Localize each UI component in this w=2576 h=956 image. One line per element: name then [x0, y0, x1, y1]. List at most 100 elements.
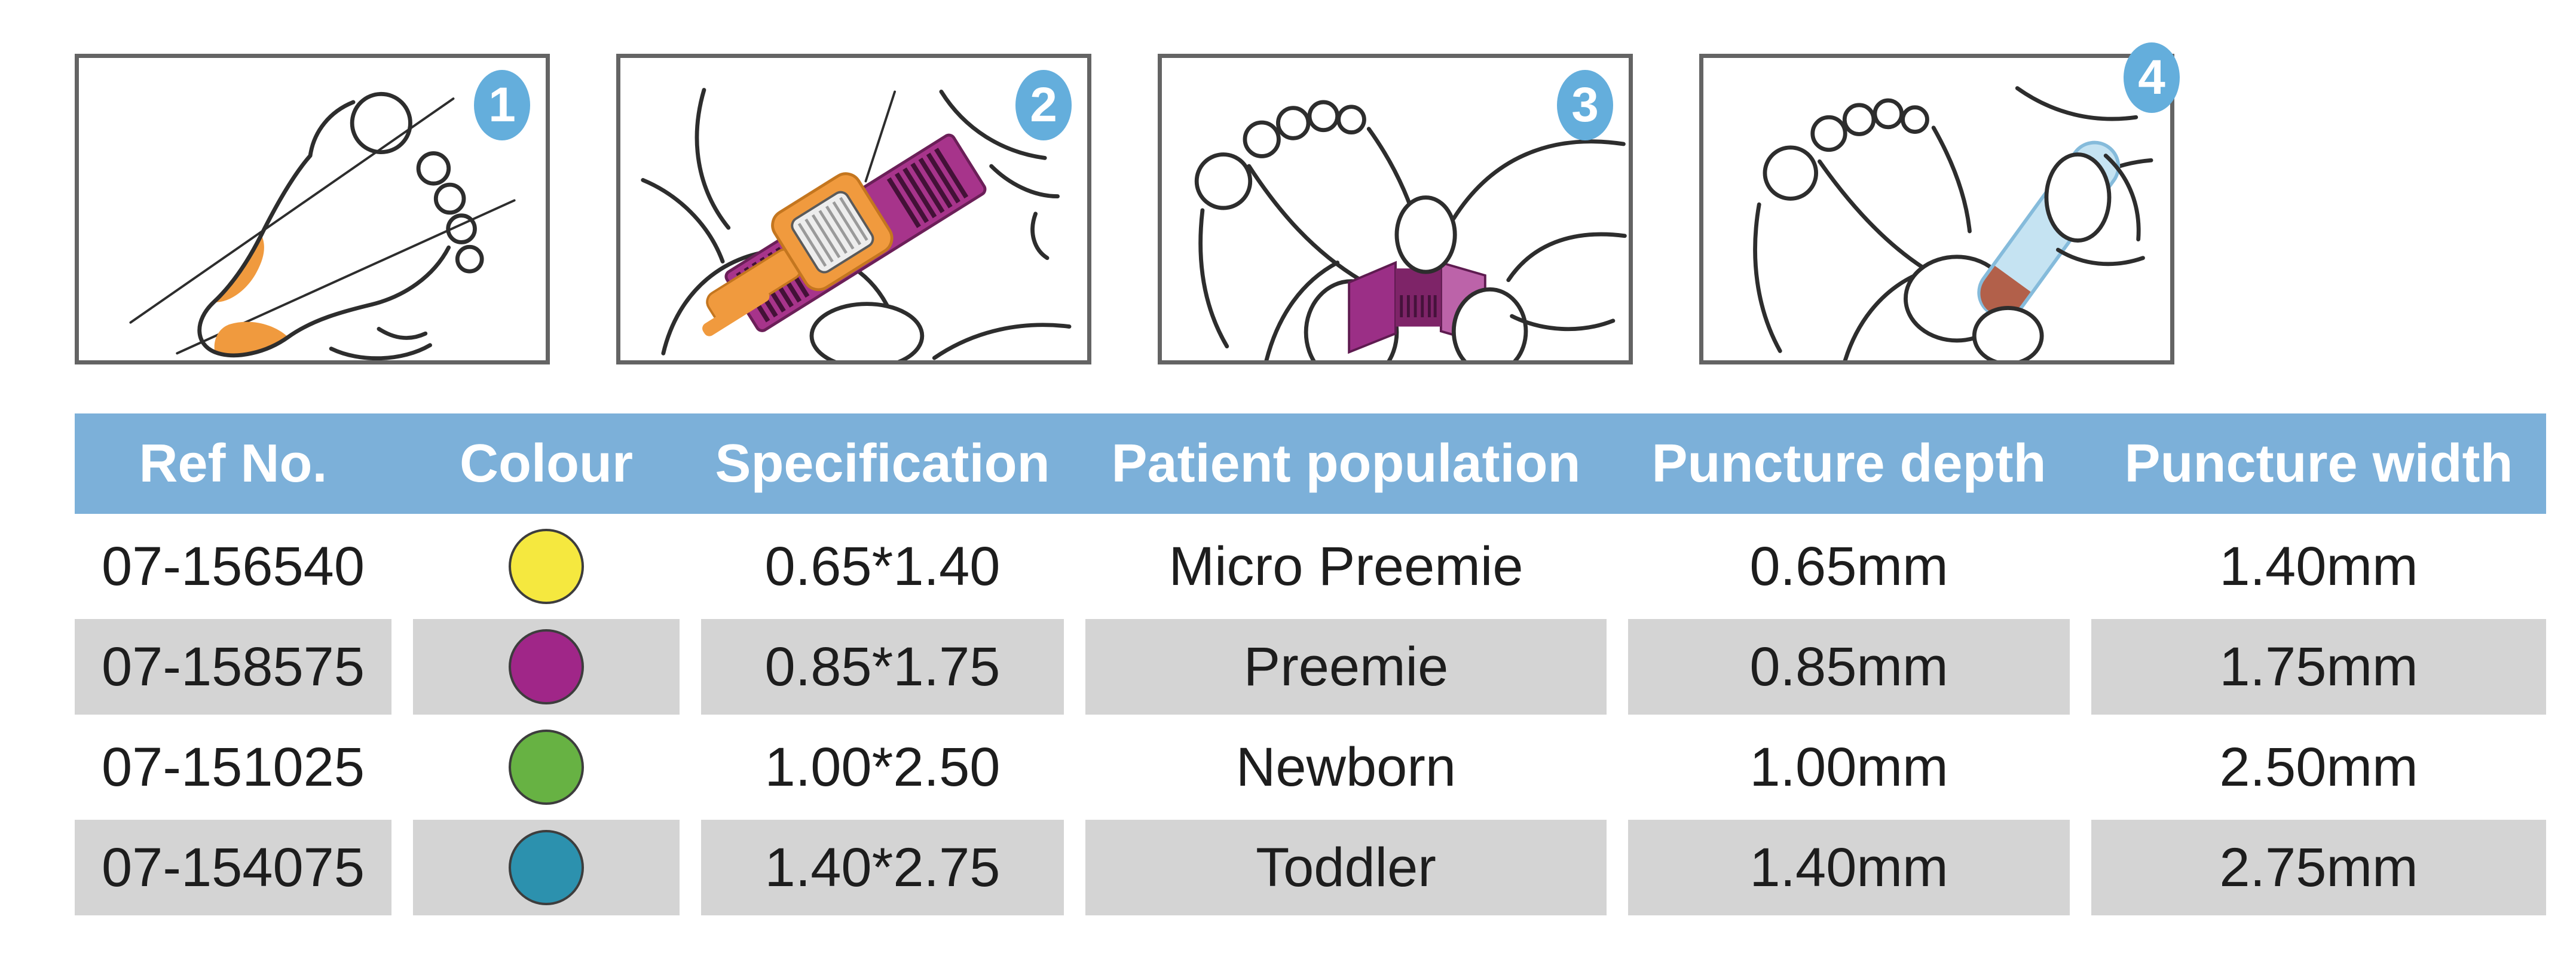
toe: [1276, 106, 1311, 140]
instruction-step-2: 2: [616, 54, 1091, 364]
column-header-puncture-width: Puncture width: [2124, 433, 2513, 494]
toe: [1243, 120, 1281, 158]
big-toe: [1194, 152, 1253, 210]
toe: [433, 182, 466, 215]
lancet-wing: [1348, 261, 1397, 354]
foot-sole: [1818, 159, 1926, 271]
cell-puncture-width: 1.40mm: [2091, 519, 2546, 614]
infant-leg: [1843, 274, 1915, 360]
infant-leg: [1753, 202, 1782, 353]
step-number-badge: 1: [474, 70, 530, 140]
cell-colour: [413, 719, 680, 815]
cell-patient-population: Preemie: [1085, 619, 1607, 715]
lancet-grip-ribs: [1400, 295, 1437, 317]
table-header: Ref No. Colour Specification Patient pop…: [75, 413, 2546, 514]
cell-ref-no: 07-156540: [75, 519, 391, 614]
capillary-tube-group: [1977, 140, 2121, 318]
infant-leg: [695, 88, 731, 230]
cell-puncture-width: 2.50mm: [2091, 719, 2546, 815]
column-header-puncture-depth: Puncture depth: [1651, 433, 2046, 494]
holding-hand: [2015, 86, 2138, 121]
step-number: 2: [1030, 78, 1057, 132]
holding-hand: [1506, 232, 1627, 283]
instruction-panels: 1: [75, 42, 2180, 364]
toe: [1842, 103, 1876, 136]
foot-outline: [197, 100, 451, 358]
instruction-step-4: 4: [1699, 42, 2180, 364]
colour-dot-yellow: [509, 529, 584, 604]
holding-hand: [1510, 314, 1616, 332]
blood-collection-illustration: [1753, 86, 2153, 360]
cell-patient-population: Newborn: [1085, 719, 1607, 815]
lancet-activation-illustration: [1194, 100, 1627, 360]
infant-leg: [1198, 208, 1229, 349]
holding-thumb: [809, 302, 925, 360]
safety-clip-prong: [702, 289, 770, 336]
cell-puncture-depth: 1.40mm: [1628, 820, 2070, 915]
infant-leg: [641, 177, 725, 263]
holding-hand: [939, 90, 1047, 160]
cell-colour: [413, 519, 680, 614]
holding-hand: [1030, 212, 1050, 261]
holding-hand: [2055, 247, 2145, 266]
step-number-badge: 4: [2124, 42, 2180, 113]
toe: [416, 151, 451, 186]
step-number: 4: [2138, 50, 2165, 105]
cell-colour: [413, 820, 680, 915]
foot-sole: [1247, 164, 1363, 283]
table-row: 07-156540 0.65*1.40 Micro Preemie 0.65mm…: [75, 519, 2546, 614]
specification-table: Ref No. Colour Specification Patient pop…: [75, 413, 2546, 920]
holding-hand: [2103, 154, 2141, 242]
column-header-ref-no: Ref No.: [139, 433, 328, 494]
holding-thumb: [1972, 306, 2044, 360]
holding-hand: [989, 164, 1060, 198]
cell-specification: 0.65*1.40: [701, 519, 1064, 614]
cell-puncture-depth: 0.85mm: [1628, 619, 2070, 715]
cell-puncture-depth: 0.65mm: [1628, 519, 2070, 614]
cell-colour: [413, 619, 680, 715]
heel-lancet-device: [702, 133, 987, 336]
holding-finger: [1451, 287, 1528, 360]
cell-specification: 1.40*2.75: [701, 820, 1064, 915]
column-header-specification: Specification: [715, 433, 1050, 494]
skin-crease: [864, 90, 897, 183]
puncture-zone-plantar: [214, 321, 289, 356]
cell-ref-no: 07-154075: [75, 820, 391, 915]
cell-puncture-width: 2.75mm: [2091, 820, 2546, 915]
foot-edge: [1931, 125, 1972, 234]
big-toe: [350, 91, 412, 155]
colour-dot-magenta: [509, 629, 584, 704]
toe: [1810, 115, 1847, 152]
colour-dot-teal: [509, 830, 584, 905]
column-header-colour: Colour: [460, 433, 633, 494]
big-toe: [1763, 145, 1818, 201]
toe: [1336, 105, 1366, 134]
holding-hand: [932, 323, 1072, 360]
table-row: 07-151025 1.00*2.50 Newborn 1.00mm 2.50m…: [75, 719, 2546, 815]
holding-hand: [1451, 139, 1626, 220]
toe: [1873, 98, 1904, 130]
table-row: 07-158575 0.85*1.75 Preemie 0.85mm 1.75m…: [75, 619, 2546, 715]
step-number: 3: [1571, 78, 1599, 132]
holding-finger: [2044, 152, 2112, 243]
step-number-badge: 3: [1557, 70, 1613, 140]
cell-puncture-width: 1.75mm: [2091, 619, 2546, 715]
instruction-step-3: 3: [1158, 54, 1633, 364]
infant-leg: [1264, 261, 1340, 360]
cell-ref-no: 07-151025: [75, 719, 391, 815]
instruction-step-1: 1: [75, 54, 550, 364]
cell-puncture-depth: 1.00mm: [1628, 719, 2070, 815]
toe: [455, 244, 484, 274]
toe: [1901, 105, 1929, 134]
toe: [446, 213, 477, 244]
step-number-badge: 2: [1015, 70, 1072, 140]
cell-patient-population: Toddler: [1085, 820, 1607, 915]
colour-dot-green: [509, 730, 584, 805]
holding-hand: [329, 343, 432, 360]
step-number: 1: [488, 78, 516, 132]
cell-ref-no: 07-158575: [75, 619, 391, 715]
toe: [1307, 100, 1340, 133]
cell-specification: 0.85*1.75: [701, 619, 1064, 715]
pressing-fingertip: [1394, 195, 1457, 274]
